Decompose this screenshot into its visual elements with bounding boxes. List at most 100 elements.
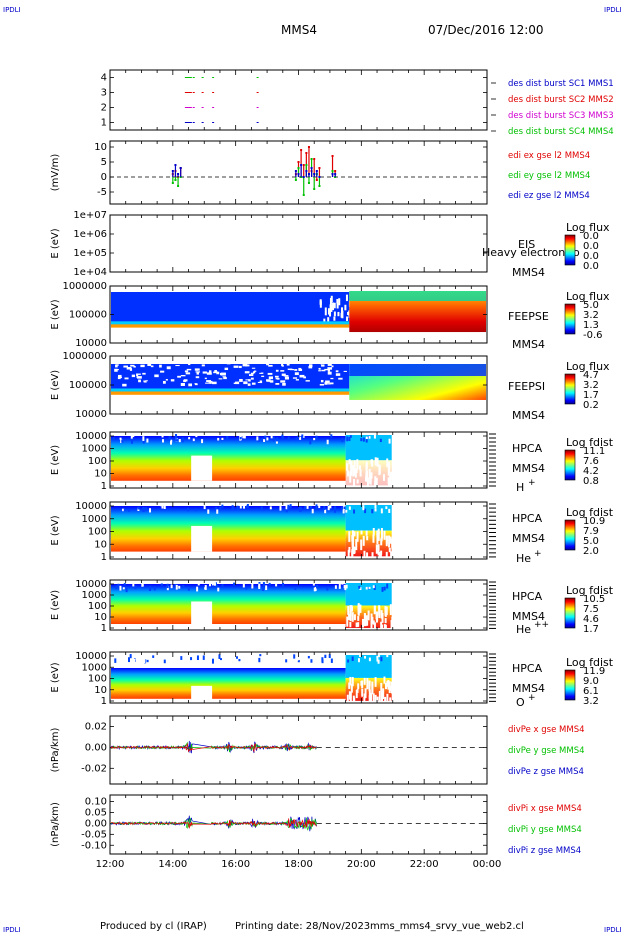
instrument-label: EIS bbox=[518, 238, 535, 251]
spectrogram-band bbox=[111, 390, 350, 395]
spacecraft-label: MMS4 bbox=[512, 409, 545, 422]
spectrogram-field bbox=[345, 505, 392, 531]
y-axis: 4 3 2 1 bbox=[101, 73, 487, 129]
spectrogram-gap bbox=[324, 307, 327, 316]
spectrogram-texture bbox=[386, 458, 389, 468]
spectrogram-texture bbox=[385, 551, 388, 557]
colorbar-tick-label: 0.0 bbox=[583, 261, 599, 272]
x-tick-label: 20:00 bbox=[347, 859, 376, 870]
y-tick-label: 0.02 bbox=[85, 721, 107, 732]
spectrogram-texture bbox=[309, 506, 312, 509]
species-label: He bbox=[516, 623, 531, 636]
spectrogram-gap bbox=[269, 380, 274, 383]
spectrogram-texture bbox=[258, 657, 261, 663]
spectrogram-gap bbox=[220, 372, 226, 376]
spacecraft-label: MMS4 bbox=[512, 532, 545, 545]
spectrogram-texture bbox=[388, 438, 391, 444]
colorbar-title: Log flux bbox=[566, 290, 610, 303]
colorbar-tick-label: 10.5 bbox=[583, 594, 605, 605]
spectrogram-texture bbox=[282, 582, 285, 587]
spectrogram-texture bbox=[148, 587, 151, 592]
colorbar-tick-label: 5.0 bbox=[583, 536, 599, 547]
spectrogram-texture bbox=[149, 508, 152, 513]
spectrogram-texture bbox=[379, 552, 382, 559]
spectrogram-texture bbox=[282, 658, 285, 664]
colorbar-tick-label: 1.7 bbox=[583, 390, 599, 401]
spectrogram-gap bbox=[327, 317, 330, 324]
spectrogram-texture bbox=[312, 658, 315, 662]
spectrogram-texture bbox=[341, 437, 344, 443]
spectrogram-texture bbox=[236, 505, 239, 510]
spectrogram-texture bbox=[163, 504, 166, 509]
colorbar-tick-label: 6.1 bbox=[583, 686, 599, 697]
spectrogram-texture bbox=[374, 694, 377, 707]
spectrogram-texture bbox=[365, 530, 368, 536]
spectrogram-texture bbox=[345, 463, 348, 471]
corner-label-top-right: IPDLI bbox=[604, 6, 622, 14]
spectrogram-texture bbox=[348, 531, 351, 542]
spectrogram-texture bbox=[357, 605, 360, 615]
spectrogram-texture bbox=[378, 607, 381, 619]
spectrogram-texture bbox=[294, 587, 297, 590]
spectrogram-texture bbox=[137, 506, 140, 510]
spectrogram-texture bbox=[142, 438, 145, 444]
y-tick-label: -0.10 bbox=[81, 840, 107, 851]
spectrogram-texture bbox=[363, 550, 366, 559]
spectrogram-gap bbox=[114, 368, 118, 372]
spectrogram-gap bbox=[219, 372, 223, 376]
spectrogram-texture bbox=[304, 505, 307, 510]
spectrogram-texture bbox=[316, 584, 319, 589]
spectrogram-texture bbox=[376, 457, 379, 467]
colorbar-tick-label: 10.9 bbox=[583, 516, 605, 527]
spectrogram-texture bbox=[376, 530, 379, 537]
y-tick-label: 1 bbox=[101, 696, 107, 707]
spectrogram-texture bbox=[187, 507, 190, 512]
legend-entry: divPe z gse MMS4 bbox=[508, 767, 584, 777]
spectrogram-gap bbox=[194, 383, 198, 385]
spectrogram-texture bbox=[266, 437, 269, 441]
spectrogram-gap bbox=[201, 364, 205, 367]
spectrogram-texture bbox=[166, 583, 169, 589]
spectrogram-texture bbox=[378, 690, 381, 703]
spectrogram-texture bbox=[338, 583, 341, 589]
spectrogram-texture bbox=[219, 658, 222, 661]
spectrogram-texture bbox=[351, 535, 354, 542]
spectrogram-gap bbox=[329, 311, 332, 317]
spectrogram-texture bbox=[372, 585, 375, 589]
edi-point bbox=[174, 179, 177, 181]
spectrogram-texture bbox=[161, 505, 164, 509]
spectrogram-gap bbox=[160, 370, 165, 373]
spectrogram-texture bbox=[374, 476, 377, 485]
y-tick-label: 10000 bbox=[75, 579, 107, 590]
spectrogram-texture bbox=[365, 472, 368, 478]
spectrogram-gap bbox=[162, 380, 166, 384]
spectrogram-gap bbox=[245, 379, 250, 381]
spectrogram-texture bbox=[329, 504, 332, 509]
spectrogram-texture bbox=[324, 509, 327, 514]
spectrogram-gap bbox=[205, 382, 211, 384]
spectrogram-texture bbox=[346, 694, 349, 706]
spectrogram-texture bbox=[264, 655, 267, 659]
spectrogram-texture bbox=[348, 436, 351, 442]
spectrogram-texture bbox=[166, 585, 169, 591]
legend-entry: des dist burst SC2 MMS2 bbox=[508, 95, 614, 105]
spacecraft-label: MMS4 bbox=[512, 266, 545, 279]
spectrogram-texture bbox=[214, 509, 217, 512]
spectrogram-texture bbox=[383, 624, 386, 629]
species-label: H bbox=[516, 481, 524, 494]
spectrogram-texture bbox=[311, 508, 314, 514]
spectrogram-texture bbox=[355, 622, 358, 628]
colorbar-tick-label: 3.2 bbox=[583, 696, 599, 707]
spectrogram-field bbox=[111, 506, 346, 552]
spectrogram-gap bbox=[261, 375, 265, 377]
edi-point bbox=[313, 158, 316, 160]
y-tick-label: 1000 bbox=[82, 444, 107, 455]
spectrogram-texture bbox=[368, 657, 371, 662]
edi-point bbox=[313, 188, 316, 190]
spectrogram-texture bbox=[302, 434, 305, 438]
spectrogram-gap bbox=[204, 377, 207, 380]
species-label: O bbox=[516, 696, 525, 709]
spectrogram-texture bbox=[371, 552, 374, 559]
spectrogram-texture bbox=[351, 612, 354, 622]
spectrogram-gap bbox=[284, 376, 290, 380]
